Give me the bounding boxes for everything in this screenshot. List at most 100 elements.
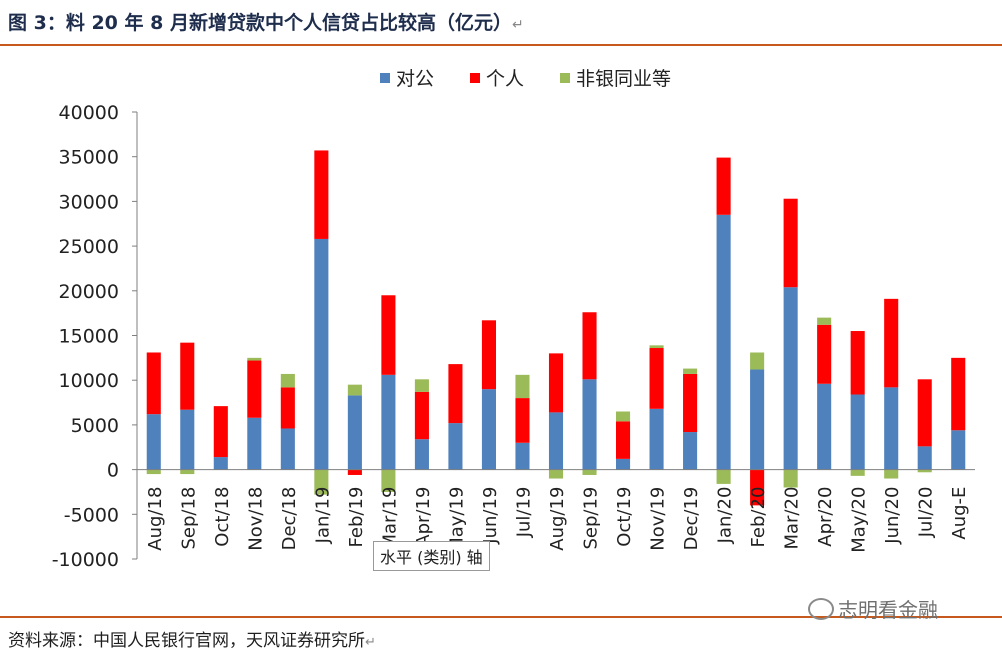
bar-segment-对公-May/19: [448, 423, 463, 470]
y-tick-label: 25000: [59, 236, 119, 258]
bar-segment-个人-Nov/19: [649, 348, 664, 409]
bar-segment-非银同业等-Jul/20: [917, 469, 932, 473]
y-tick-label: 5000: [71, 415, 119, 437]
bar-segment-非银同业等-Dec/18: [280, 373, 295, 388]
bar-segment-个人-Dec/18: [280, 387, 295, 429]
bar-segment-个人-Aug/19: [548, 353, 564, 413]
y-tick-label: -10000: [52, 549, 119, 571]
bar-segment-个人-Jan/19: [314, 150, 329, 239]
bar-segment-对公-Sep/19: [582, 379, 597, 470]
x-tick-label: Jun/20: [882, 487, 903, 545]
bar-segment-个人-Sep/18: [180, 342, 195, 410]
x-tick-label: Aug-E: [949, 487, 970, 540]
bar-segment-对公-Mar/20: [783, 287, 798, 470]
bar-segment-对公-Aug-E: [951, 430, 966, 470]
bar-segment-个人-Aug-E: [951, 357, 966, 431]
bar-segment-非银同业等-Dec/19: [683, 368, 698, 374]
y-tick-label: 15000: [59, 326, 119, 348]
bar-segment-个人-Jul/19: [515, 398, 530, 443]
bar-segment-个人-Oct/18: [213, 406, 228, 458]
y-tick-label: 30000: [59, 191, 119, 213]
bar-segment-非银同业等-Nov/18: [247, 357, 262, 361]
bar-segment-对公-Oct/18: [213, 457, 228, 470]
bar-segment-个人-Sep/19: [582, 312, 597, 380]
x-tick-label: Feb/19: [346, 487, 367, 548]
bar-segment-非银同业等-Sep/18: [180, 469, 195, 475]
legend-label: 个人: [486, 68, 524, 90]
bar-segment-非银同业等-Apr/20: [817, 317, 832, 325]
bar-segment-非银同业等-Aug/18: [146, 469, 161, 475]
legend-label: 对公: [396, 68, 434, 90]
y-tick-label: 20000: [59, 281, 119, 303]
bar-segment-非银同业等-May/20: [850, 469, 865, 476]
x-tick-label: Dec/18: [279, 487, 300, 551]
bar-segment-非银同业等-Feb/19: [347, 384, 362, 396]
x-tick-label: Oct/19: [614, 487, 635, 547]
bar-segment-个人-Jun/20: [884, 298, 899, 388]
bar-segment-个人-Jun/19: [481, 320, 496, 390]
x-tick-label: Feb/20: [748, 487, 769, 548]
x-tick-label: Jan/20: [715, 487, 736, 545]
y-tick-label: 35000: [59, 147, 119, 169]
x-tick-label: Aug/19: [547, 487, 568, 551]
bar-segment-个人-Oct/19: [616, 421, 631, 459]
bar-segment-个人-Mar/19: [381, 295, 396, 375]
x-tick-label: Sep/18: [178, 487, 199, 550]
bar-segment-对公-Jun/20: [884, 387, 899, 470]
bar-marks: [146, 150, 966, 506]
stacked-bar-chart: 对公 个人 非银同业等 40000 35000 30000 25000 20000 15000…: [52, 68, 975, 571]
source-note: 资料来源：中国人民银行官网，天风证券研究所↵: [8, 626, 376, 651]
bar-segment-对公-Feb/19: [347, 395, 362, 470]
x-axis[interactable]: Aug/18 Sep/18 Oct/18 Nov/18 Dec/18 Jan/19 Feb/…: [137, 469, 975, 553]
top-rule: [0, 44, 1002, 46]
bar-segment-对公-Nov/19: [649, 408, 664, 470]
bar-segment-非银同业等-Jun/20: [884, 469, 899, 479]
bar-segment-对公-Sep/18: [180, 409, 195, 470]
bar-segment-对公-Dec/18: [280, 428, 295, 470]
bar-segment-个人-Apr/19: [414, 391, 429, 440]
bar-segment-非银同业等-Jul/19: [515, 374, 530, 399]
x-tick-label: Jul/20: [916, 487, 937, 539]
x-tick-label: Jan/19: [312, 487, 333, 545]
return-mark-icon: ↵: [365, 635, 376, 650]
x-tick-label: May/20: [849, 487, 870, 553]
bar-segment-个人-Aug/18: [146, 352, 161, 415]
x-tick-label: Mar/20: [782, 487, 803, 550]
y-tick-label: 0: [107, 460, 119, 482]
bar-segment-对公-Dec/19: [683, 432, 698, 470]
y-tick-label: 40000: [59, 102, 119, 124]
x-tick-label: Mar/19: [379, 487, 400, 550]
y-axis: 40000 35000 30000 25000 20000 15000 10000 5000 0…: [52, 102, 138, 571]
y-tick-label: 10000: [59, 370, 119, 392]
bar-segment-个人-Jul/20: [917, 379, 932, 447]
bar-segment-对公-Apr/20: [817, 383, 832, 470]
x-tick-label: Sep/19: [581, 487, 602, 550]
bar-segment-对公-Aug/19: [548, 412, 564, 470]
figure-title-text: 图 3：料 20 年 8 月新增贷款中个人信贷占比较高（亿元）: [8, 12, 512, 34]
x-tick-label: Nov/18: [245, 487, 266, 551]
watermark: 志明看金融: [808, 594, 938, 623]
legend-swatch: [380, 73, 390, 83]
x-tick-label: Apr/20: [815, 487, 836, 547]
bar-segment-非银同业等-Apr/19: [414, 379, 429, 392]
bar-segment-非银同业等-Mar/20: [783, 469, 798, 488]
x-tick-label: Apr/19: [413, 487, 434, 547]
bar-segment-个人-Dec/19: [683, 373, 698, 433]
x-tick-label: Oct/18: [212, 487, 233, 547]
bar-segment-对公-Jul/20: [917, 446, 932, 470]
x-tick-label: Nov/19: [648, 487, 669, 551]
bar-segment-非银同业等-Jan/20: [716, 469, 731, 484]
figure-title: 图 3：料 20 年 8 月新增贷款中个人信贷占比较高（亿元）↵: [8, 8, 524, 35]
bar-segment-对公-Apr/19: [414, 439, 429, 470]
bar-segment-个人-Feb/19: [347, 469, 362, 475]
bar-segment-对公-Oct/19: [616, 458, 631, 470]
bar-segment-个人-May/20: [850, 331, 865, 395]
bar-segment-个人-Jan/20: [716, 157, 731, 215]
bar-segment-非银同业等-Feb/20: [750, 352, 765, 370]
bar-segment-非银同业等-Aug/19: [548, 469, 564, 479]
x-tick-label: May/19: [446, 487, 467, 553]
legend-label: 非银同业等: [576, 68, 671, 90]
bar-segment-对公-May/20: [850, 394, 865, 470]
bar-segment-对公-Mar/19: [381, 374, 396, 470]
bar-segment-对公-Aug/18: [146, 414, 161, 470]
